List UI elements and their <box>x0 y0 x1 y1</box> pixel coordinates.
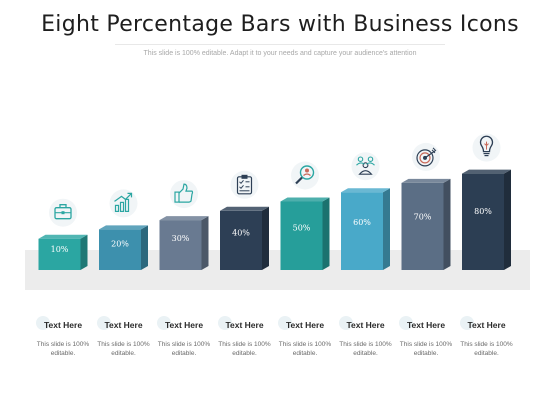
caption-title: Text Here <box>346 320 385 330</box>
team-icon <box>356 156 375 175</box>
caption-dot <box>399 316 413 330</box>
bar-1: 10% <box>38 198 88 270</box>
bar-top <box>99 225 148 230</box>
caption-text: This slide is 100% editable. <box>218 341 271 357</box>
page-title: Eight Percentage Bars with Business Icon… <box>41 12 519 37</box>
caption-title: Text Here <box>406 320 446 330</box>
caption-title: Text Here <box>164 320 204 330</box>
caption-dot <box>36 316 50 330</box>
bar-front <box>99 229 141 270</box>
caption-8: Text Here This slide is 100% editable. <box>457 316 517 357</box>
caption-text: This slide is 100% editable. <box>399 341 453 357</box>
bar-value-label: 80% <box>474 207 492 216</box>
search-user-icon <box>295 165 315 185</box>
growth-chart-icon <box>114 192 133 212</box>
caption-1: Text Here This slide is 100% editable. <box>33 316 93 357</box>
bar-front <box>159 220 202 270</box>
caption-3: Text Here This slide is 100% editable. <box>154 316 214 357</box>
caption-text: This slide is 100% editable. <box>97 341 150 357</box>
bar-value-label: 50% <box>293 223 311 232</box>
caption-text: This slide is 100% editable. <box>36 341 90 357</box>
bar-side <box>80 234 88 270</box>
icon-halo <box>351 152 380 181</box>
bar-value-label: 70% <box>414 212 432 221</box>
bar-front <box>462 173 504 270</box>
caption-5: Text Here This slide is 100% editable. <box>275 316 335 357</box>
bar-top <box>341 188 390 193</box>
target-icon <box>416 147 437 167</box>
bar-value-label: 40% <box>232 229 250 238</box>
caption-4: Text Here This slide is 100% editable. <box>215 316 275 357</box>
bar-top <box>38 234 88 239</box>
bar-front <box>38 238 81 270</box>
caption-text: This slide is 100% editable. <box>460 341 513 357</box>
bar-5: 50% <box>280 161 330 270</box>
caption-6: Text Here This slide is 100% editable. <box>336 316 396 357</box>
caption-dot <box>96 316 111 330</box>
bar-top <box>462 169 511 174</box>
bar-front <box>220 210 262 270</box>
bar-side <box>322 197 330 270</box>
caption-title: Text Here <box>225 320 264 330</box>
caption-text: This slide is 100% editable. <box>157 341 211 357</box>
bar-front <box>401 182 444 270</box>
caption-title: Text Here <box>467 320 506 330</box>
bar-value-label: 60% <box>353 218 371 227</box>
percentage-bar-chart: 10% 20% 30% 40% 50% 60% <box>38 133 511 270</box>
caption-text: This slide is 100% editable. <box>339 341 392 357</box>
lightbulb-icon <box>479 135 494 157</box>
caption-dot <box>278 316 292 330</box>
bar-4: 40% <box>220 170 269 270</box>
bar-7: 70% <box>401 142 451 270</box>
bar-side <box>504 169 511 270</box>
page-subtitle: This slide is 100% editable. Adapt it to… <box>143 50 417 57</box>
bar-front <box>280 201 323 270</box>
caption-text: This slide is 100% editable. <box>278 341 332 357</box>
bar-3: 30% <box>159 180 209 270</box>
bar-front <box>341 192 383 270</box>
caption-dot <box>338 316 353 330</box>
caption-title: Text Here <box>104 320 143 330</box>
bar-value-label: 20% <box>111 239 129 248</box>
caption-7: Text Here This slide is 100% editable. <box>396 316 456 357</box>
caption-dot <box>157 316 171 330</box>
bar-side <box>383 188 390 270</box>
bar-side <box>262 206 269 270</box>
caption-2: Text Here This slide is 100% editable. <box>94 316 154 357</box>
caption-dot <box>217 316 232 330</box>
bar-value-label: 30% <box>172 234 190 243</box>
bar-top <box>220 206 269 211</box>
bar-side <box>443 178 451 270</box>
caption-dot <box>459 316 474 330</box>
bar-top <box>401 178 451 183</box>
thumbs-up-icon <box>174 183 194 203</box>
clipboard-checklist-icon <box>236 174 253 195</box>
bar-6: 60% <box>341 152 390 270</box>
bar-side <box>141 225 148 270</box>
caption-title: Text Here <box>285 320 325 330</box>
bar-top <box>159 216 209 221</box>
bar-value-label: 10% <box>51 245 69 254</box>
bar-2: 20% <box>99 189 148 270</box>
bar-top <box>280 197 330 202</box>
briefcase-icon <box>54 204 72 220</box>
caption-title: Text Here <box>43 320 83 330</box>
title-divider <box>115 44 445 45</box>
bar-8: 80% <box>462 133 511 270</box>
bar-side <box>201 216 209 270</box>
